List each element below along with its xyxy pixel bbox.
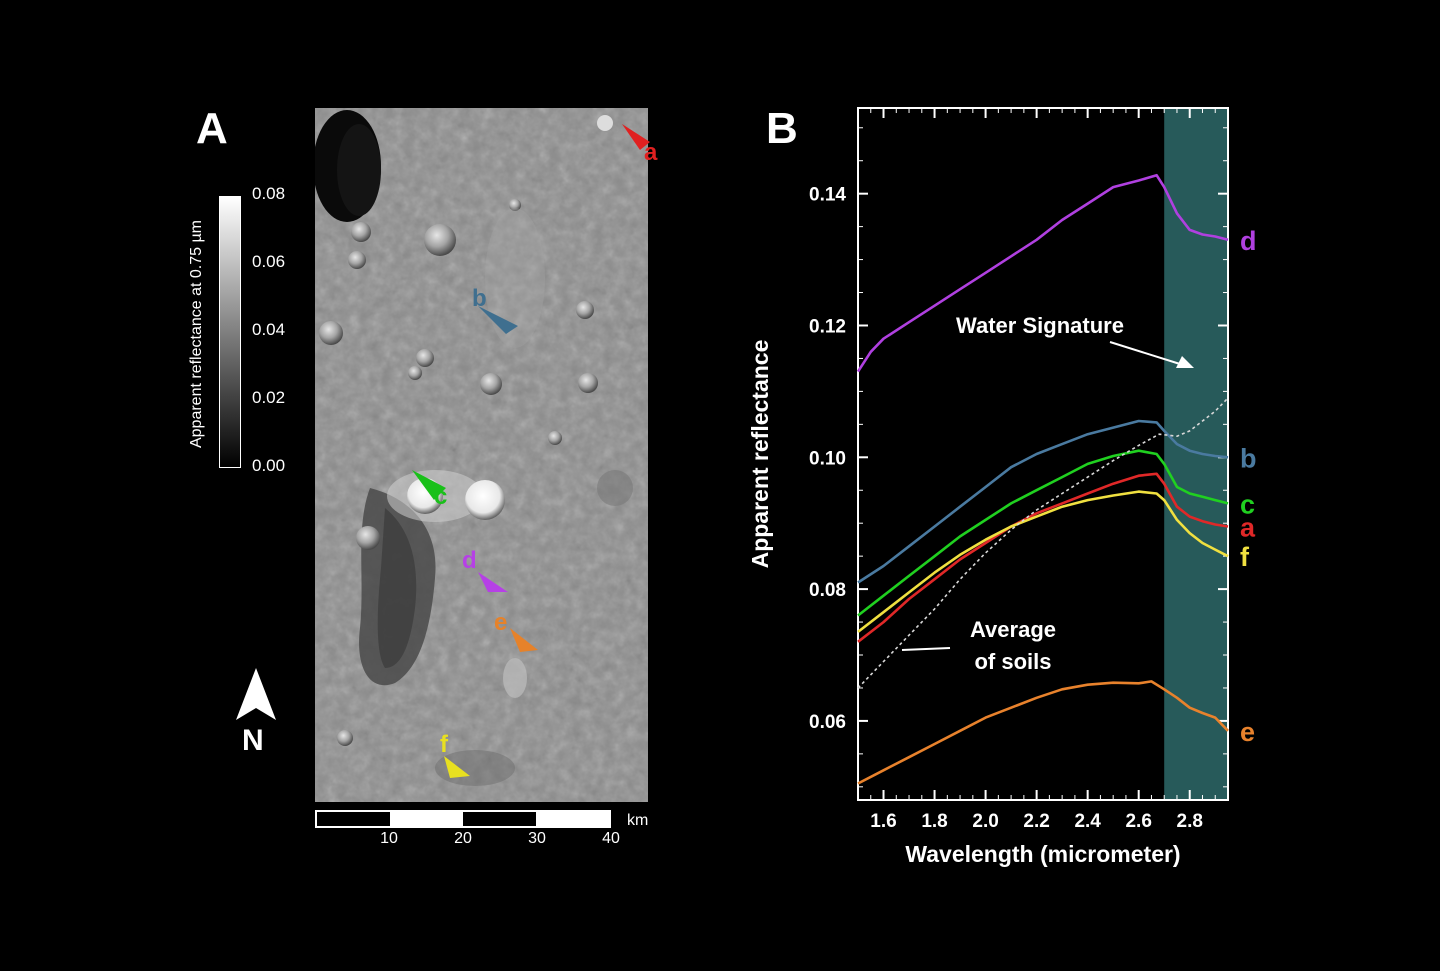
- series-label-b: b: [1240, 443, 1257, 473]
- scale-tick: 40: [602, 830, 620, 847]
- panel-a-letter: A: [196, 104, 228, 153]
- colorbar-tick: 0.06: [252, 252, 286, 271]
- annotation-average: Average: [970, 617, 1056, 642]
- series-line-c: [857, 449, 1229, 617]
- x-tick-label: 2.4: [1074, 811, 1101, 832]
- x-axis-label: Wavelength (micrometer): [905, 841, 1180, 867]
- scale-tick: 10: [380, 830, 398, 847]
- colorbar-tick: 0.00: [252, 456, 286, 475]
- y-tick-label: 0.10: [809, 448, 846, 469]
- series-label-a: a: [1240, 512, 1256, 542]
- annotation-average-pointer: [901, 647, 951, 651]
- y-axis-label: Apparent reflectance: [747, 340, 773, 569]
- scale-tick: 20: [454, 830, 472, 847]
- lunar-surface-image: [315, 108, 648, 802]
- series-line-average-soils: [857, 397, 1229, 689]
- water-band: [1164, 108, 1228, 800]
- x-tick-label: 2.0: [972, 811, 998, 832]
- north-label: N: [242, 724, 264, 757]
- scale-bar: [315, 810, 611, 828]
- plot-frame: [857, 107, 1229, 801]
- annotation-arrow-line: [1109, 341, 1181, 365]
- x-tick-label: 2.6: [1125, 811, 1151, 832]
- annotation-arrow-head: [1176, 356, 1194, 368]
- annotation-water-signature: Water Signature: [956, 313, 1124, 338]
- series-line-f: [857, 490, 1229, 633]
- colorbar-tick: 0.02: [252, 388, 286, 407]
- y-tick-label: 0.06: [809, 712, 846, 733]
- y-tick-label: 0.08: [809, 580, 846, 601]
- series-label-c: c: [1240, 489, 1255, 519]
- x-tick-label: 2.2: [1023, 811, 1049, 832]
- series-line-b: [857, 419, 1229, 584]
- colorbar-tick: 0.08: [252, 184, 286, 203]
- x-tick-label: 2.8: [1177, 811, 1203, 832]
- scale-unit: km: [627, 812, 649, 829]
- x-tick-label: 1.8: [921, 811, 947, 832]
- series-label-d: d: [1240, 226, 1257, 256]
- y-tick-label: 0.12: [809, 316, 846, 337]
- y-tick-label: 0.14: [809, 185, 846, 206]
- annotation-of-soils: of soils: [974, 649, 1051, 674]
- series-label-f: f: [1240, 542, 1250, 572]
- series-line-a: [857, 472, 1229, 643]
- series-line-e: [857, 680, 1229, 785]
- lunar-terrain: [315, 108, 648, 802]
- series-label-e: e: [1240, 717, 1255, 747]
- scale-tick: 30: [528, 830, 546, 847]
- series-line-d: [856, 173, 1229, 373]
- reflectance-colorbar: [219, 196, 241, 468]
- panel-b-letter: B: [766, 104, 798, 153]
- colorbar-tick: 0.04: [252, 320, 286, 339]
- x-tick-label: 1.6: [870, 811, 896, 832]
